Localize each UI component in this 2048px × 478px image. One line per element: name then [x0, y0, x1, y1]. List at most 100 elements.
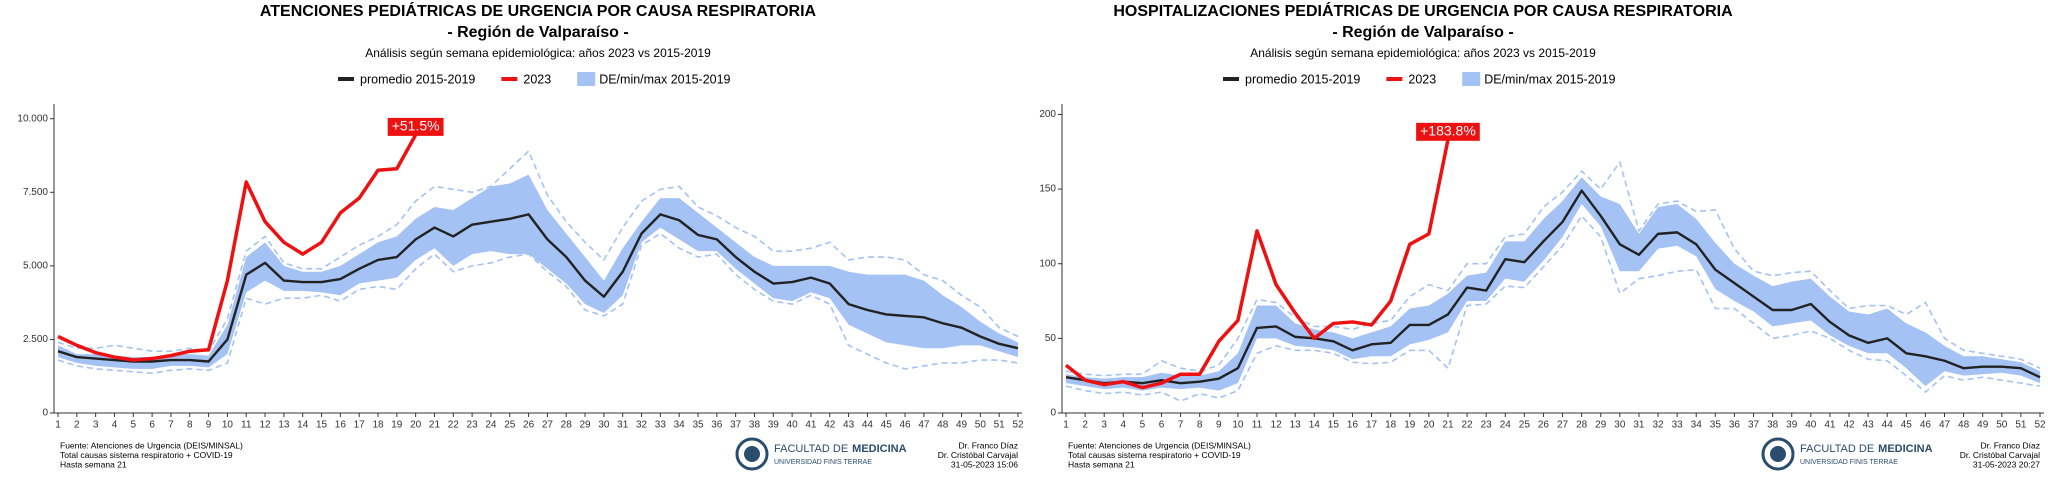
author-note: Dr. Franco Díaz: [958, 440, 1018, 450]
x-tick-label: 50: [975, 420, 987, 431]
x-tick-label: 33: [655, 420, 667, 431]
x-tick-label: 6: [1159, 420, 1165, 431]
x-tick-label: 21: [429, 420, 441, 431]
x-tick-label: 48: [1958, 420, 1970, 431]
x-tick-label: 41: [805, 420, 817, 431]
source-note: Fuente: Atenciones de Urgencia (DEIS/MIN…: [1068, 440, 1251, 450]
x-tick-label: 3: [93, 420, 99, 431]
x-tick-label: 26: [1538, 420, 1550, 431]
source-note: Hasta semana 21: [60, 459, 127, 469]
source-note: Hasta semana 21: [1068, 459, 1135, 469]
range-line: [57, 149, 1019, 353]
y-tick-label: 200: [1039, 109, 1056, 120]
x-tick-label: 21: [1442, 420, 1454, 431]
legend-label: DE/min/max 2015-2019: [1484, 72, 1615, 86]
x-tick-label: 2: [1082, 420, 1088, 431]
x-tick-label: 31: [617, 420, 629, 431]
x-tick-label: 18: [372, 420, 384, 431]
legend-label: 2023: [523, 72, 551, 86]
x-tick-label: 36: [1729, 420, 1741, 431]
x-tick-label: 39: [1786, 420, 1798, 431]
x-tick-label: 52: [1012, 420, 1024, 431]
x-tick-label: 11: [1252, 420, 1263, 431]
annotation: +183.8%: [1416, 123, 1480, 141]
x-tick-label: 39: [768, 420, 780, 431]
y-tick-label: 10.000: [17, 113, 48, 124]
x-tick-label: 47: [1939, 420, 1951, 431]
y-tick-label: 0: [1050, 408, 1056, 419]
x-tick-label: 4: [1121, 420, 1127, 431]
chart-title: ATENCIONES PEDIÁTRICAS DE URGENCIA POR C…: [260, 1, 817, 20]
annotation: +51.5%: [387, 118, 444, 136]
x-tick-label: 48: [937, 420, 949, 431]
annotation-box: [1416, 122, 1480, 141]
x-tick-label: 38: [1767, 420, 1779, 431]
legend-label: promedio 2015-2019: [1245, 72, 1360, 86]
x-tick-label: 9: [1216, 420, 1222, 431]
x-tick-label: 51: [2015, 420, 2027, 431]
x-tick-label: 50: [1996, 420, 2008, 431]
x-tick-label: 32: [1652, 420, 1664, 431]
x-tick-label: 5: [1140, 420, 1146, 431]
source-note: Total causas sistema respiratorio + COVI…: [1068, 450, 1241, 460]
x-tick-label: 34: [1691, 420, 1703, 431]
x-tick-label: 14: [297, 420, 309, 431]
x-tick-label: 37: [730, 420, 742, 431]
range-line: [57, 232, 1019, 375]
x-tick-label: 37: [1748, 420, 1760, 431]
x-tick-label: 23: [1481, 420, 1493, 431]
x-tick-label: 47: [918, 420, 930, 431]
legend-swatch: [1462, 72, 1481, 86]
y-tick-label: 5.000: [23, 260, 48, 271]
x-tick-label: 12: [259, 420, 271, 431]
chart-caption: Análisis según semana epidemiológica: añ…: [1250, 46, 1596, 60]
y-tick-label: 50: [1045, 333, 1057, 344]
x-tick-label: 17: [354, 420, 366, 431]
x-tick-label: 45: [881, 420, 893, 431]
author-note: Dr. Cristóbal Carvajal: [938, 450, 1018, 460]
x-tick-label: 15: [316, 420, 328, 431]
x-tick-label: 7: [168, 420, 174, 431]
x-tick-label: 8: [187, 420, 193, 431]
legend-label: DE/min/max 2015-2019: [599, 72, 730, 86]
legend-label: 2023: [1408, 72, 1436, 86]
x-tick-label: 24: [1500, 420, 1512, 431]
x-tick-label: 10: [1232, 420, 1244, 431]
x-tick-label: 13: [1290, 420, 1302, 431]
series-line: [57, 134, 418, 362]
x-tick-label: 1: [1063, 420, 1069, 431]
x-tick-label: 34: [674, 420, 686, 431]
x-tick-label: 27: [542, 420, 554, 431]
x-tick-label: 8: [1197, 420, 1203, 431]
source-note: Total causas sistema respiratorio + COVI…: [60, 450, 233, 460]
y-tick-label: 100: [1039, 258, 1056, 269]
x-tick-label: 49: [956, 420, 968, 431]
x-tick-label: 22: [1461, 420, 1473, 431]
x-tick-label: 28: [561, 420, 573, 431]
y-tick-label: 0: [42, 408, 48, 419]
logo-emblem-inner: [744, 446, 760, 462]
logo-text-bold: MEDICINA: [1878, 443, 1932, 455]
x-tick-label: 52: [2034, 420, 2046, 431]
annotation-label: +51.5%: [392, 118, 440, 134]
x-tick-label: 17: [1366, 420, 1378, 431]
x-tick-label: 15: [1328, 420, 1340, 431]
x-tick-label: 24: [485, 420, 497, 431]
y-tick-label: 7.500: [23, 187, 48, 198]
chart-subtitle: - Región de Valparaíso -: [447, 24, 628, 41]
x-tick-label: 16: [1347, 420, 1359, 431]
x-tick-label: 44: [862, 420, 874, 431]
chart-caption: Análisis según semana epidemiológica: añ…: [365, 46, 711, 60]
x-tick-label: 2: [74, 420, 80, 431]
x-tick-label: 40: [1805, 420, 1817, 431]
x-tick-label: 14: [1309, 420, 1321, 431]
legend-label: promedio 2015-2019: [360, 72, 475, 86]
x-tick-label: 46: [1920, 420, 1932, 431]
x-tick-label: 40: [787, 420, 799, 431]
x-tick-label: 46: [899, 420, 911, 431]
sd-band: [58, 174, 1018, 369]
x-tick-label: 12: [1271, 420, 1283, 431]
x-tick-label: 23: [467, 420, 479, 431]
chart-title: HOSPITALIZACIONES PEDIÁTRICAS DE URGENCI…: [1113, 1, 1733, 20]
range-line: [1065, 214, 2041, 402]
